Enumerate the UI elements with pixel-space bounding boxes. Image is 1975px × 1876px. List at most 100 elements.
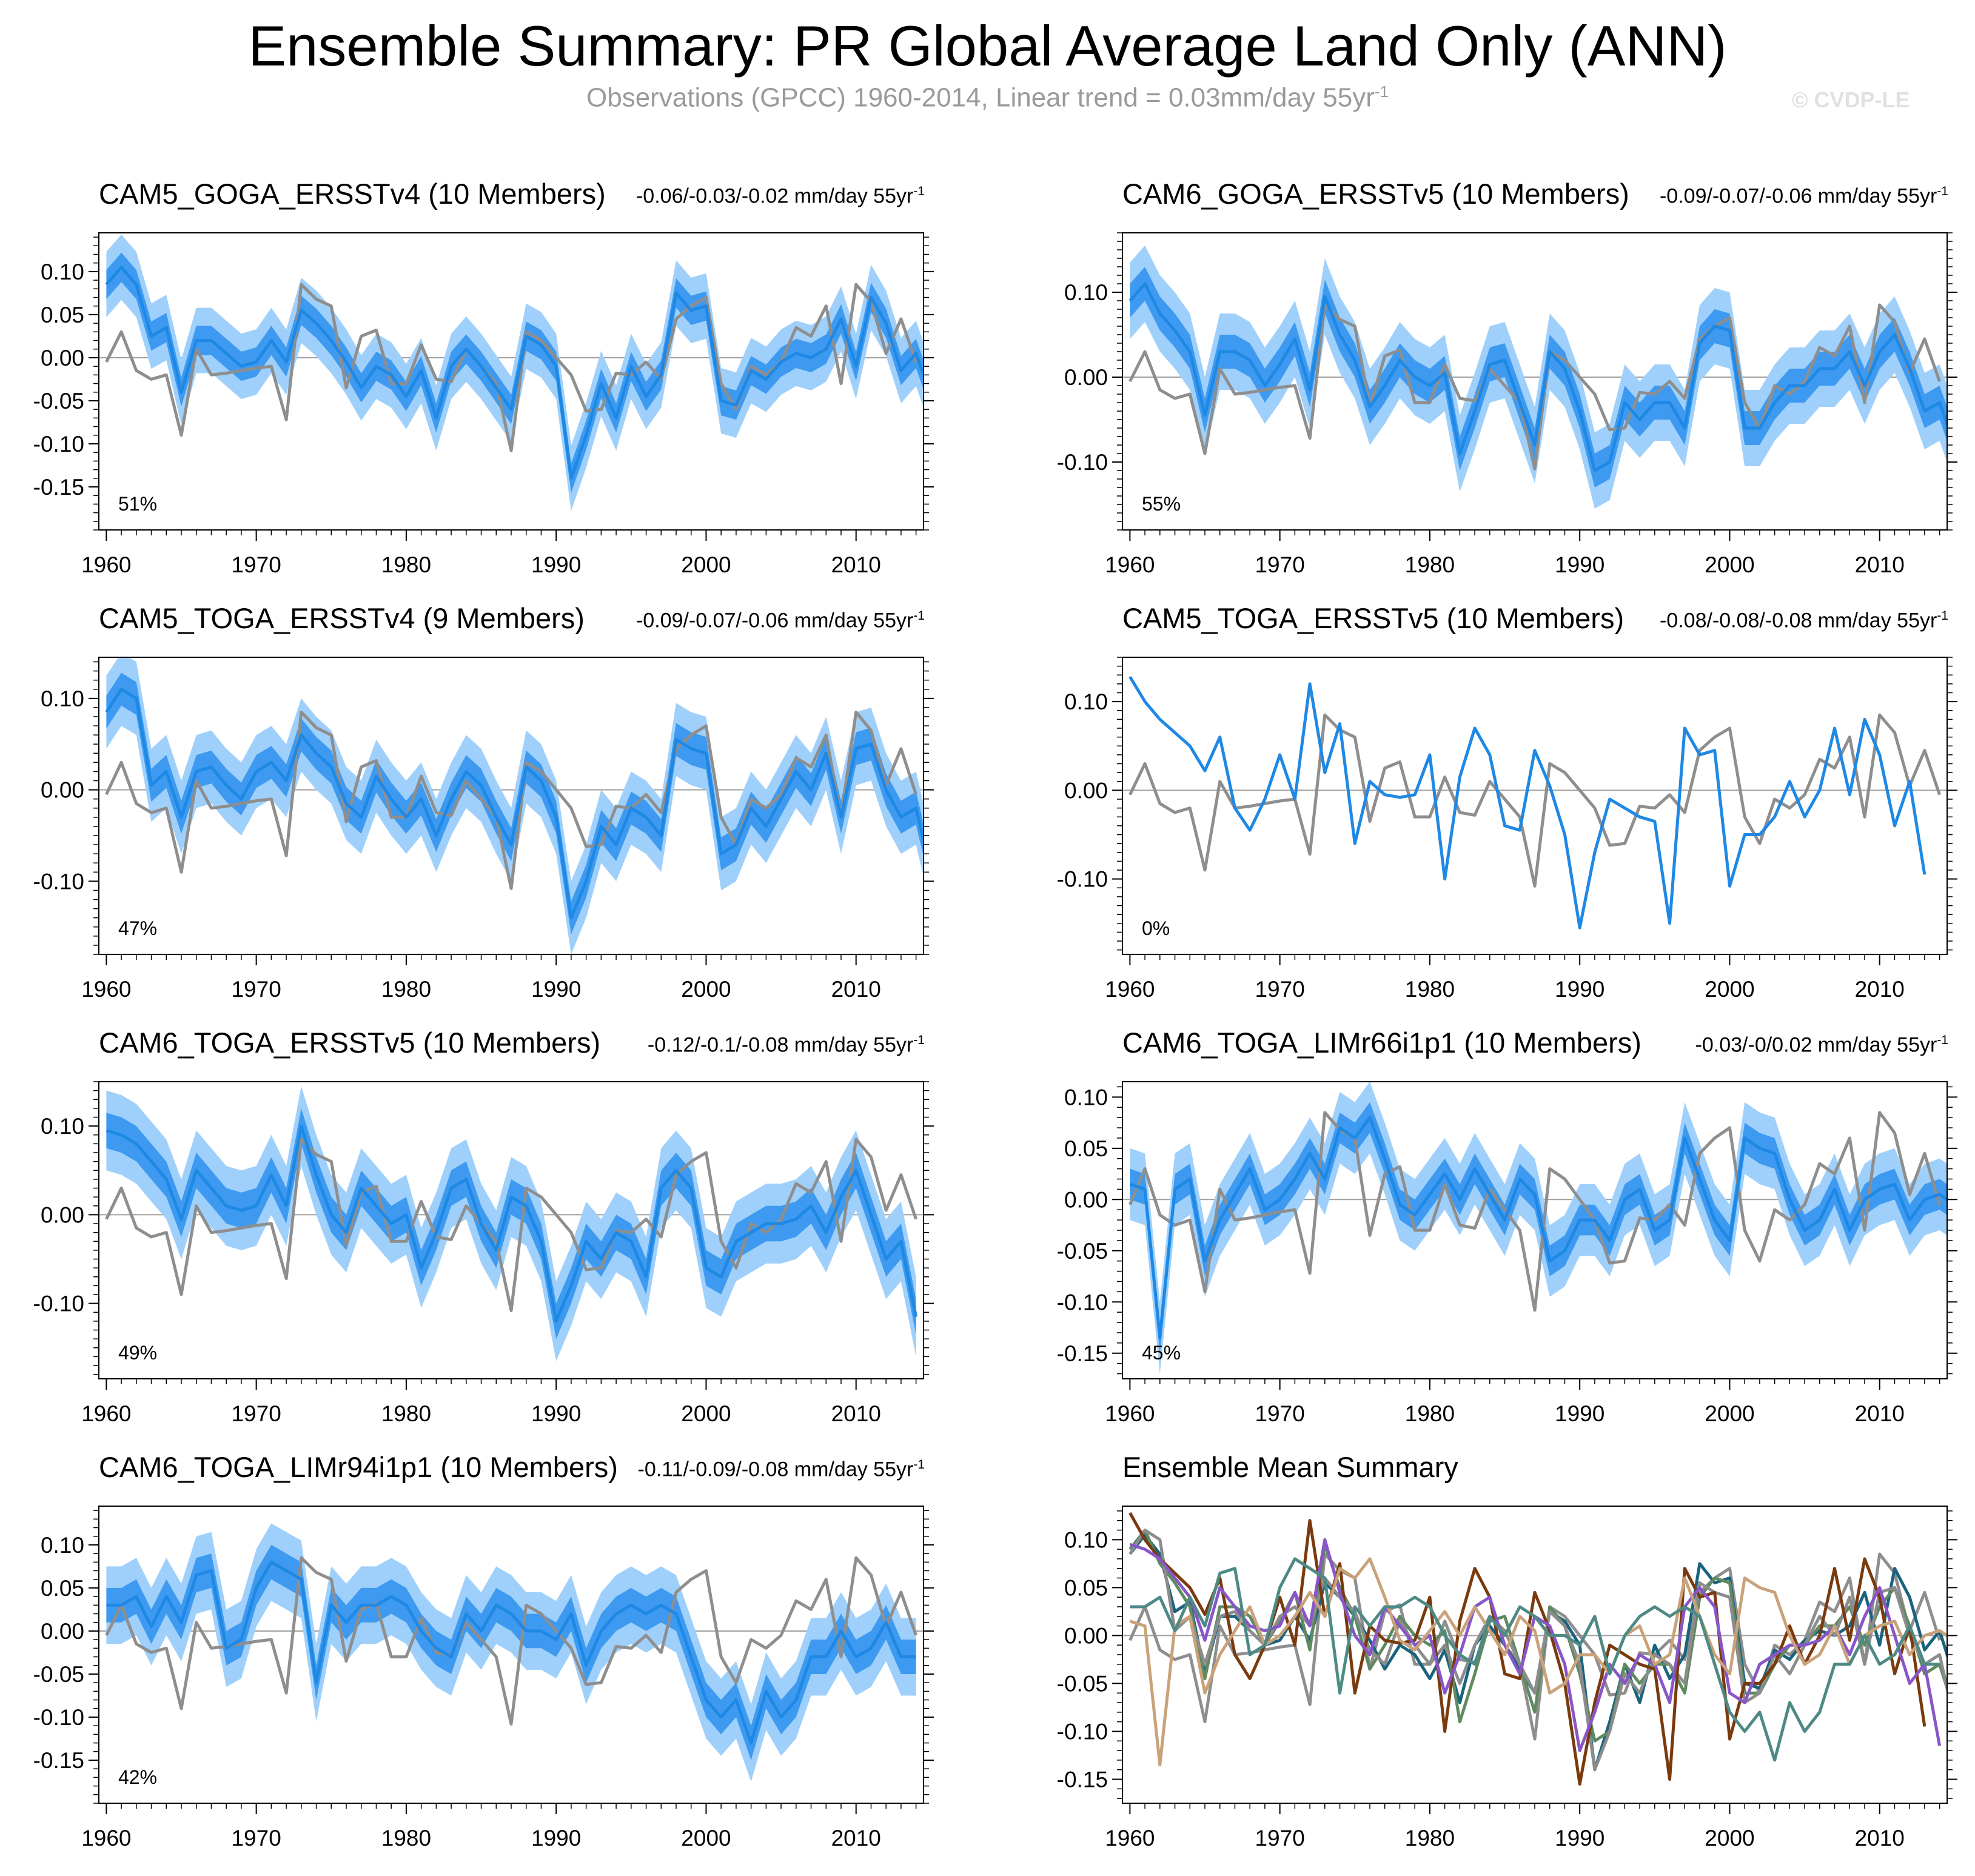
x-tick-label: 1980	[1405, 552, 1455, 577]
panel-4-title: CAM5_TOGA_ERSSTv5 (10 Members)	[1122, 602, 1625, 634]
y-tick-label: 0.10	[41, 1114, 84, 1139]
x-tick-label: 1990	[1555, 1826, 1604, 1851]
x-tick-label: 2000	[1705, 1401, 1754, 1426]
observations-line	[105, 1556, 917, 1726]
y-tick-label: -0.15	[33, 1748, 84, 1773]
panel-1-title: CAM5_GOGA_ERSSTv4 (10 Members)	[99, 178, 606, 210]
x-tick-label: 1970	[1255, 1826, 1304, 1851]
ensemble-range-inner	[106, 672, 924, 934]
panel-8-plot: 0.10 0.05 0.00 -0.05 -0.10 -0.15 1960 1970 1980 1…	[1057, 1506, 1957, 1851]
panel-6-title: CAM6_TOGA_LIMr66i1p1 (10 Members)	[1122, 1027, 1641, 1059]
x-tick-label: 1960	[1105, 977, 1155, 1002]
panel-5-percent: 49%	[118, 1342, 157, 1364]
ensemble-range-inner	[106, 1108, 916, 1339]
y-tick-label: 0.00	[1064, 1187, 1108, 1212]
ensemble-mean-line	[105, 688, 924, 920]
subtitle-exponent: -1	[1374, 82, 1389, 101]
panel-3-plot: 0.10 0.00 -0.10 1960 1970 1980 1990 2000 2010 47%	[33, 657, 934, 1002]
panel-6-trend-text: -0.03/-0/0.02 mm/day 55yr	[1695, 1033, 1937, 1057]
x-tick-label: 1970	[231, 1401, 281, 1426]
panel-8-data	[1122, 1512, 1947, 1786]
y-tick-label: -0.10	[33, 432, 84, 457]
observations-line	[1128, 303, 1941, 471]
ensemble-mean-line	[1128, 282, 1947, 472]
ensemble-mean-line	[1128, 675, 1926, 930]
observations-line	[1128, 713, 1941, 888]
panel-5-trend-text: -0.12/-0.1/-0.08 mm/day 55yr	[647, 1033, 914, 1057]
subtitle-text: Observations (GPCC) 1960-2014, Linear tr…	[586, 82, 1375, 113]
panel-4-trend-text: -0.08/-0.08/-0.08 mm/day 55yr	[1659, 609, 1937, 632]
x-tick-label: 2010	[831, 1401, 881, 1426]
x-tick-label: 2010	[831, 552, 881, 577]
x-tick-label: 2010	[1855, 1401, 1905, 1426]
x-tick-label: 1980	[1405, 1826, 1455, 1851]
y-tick-label: 0.00	[1064, 365, 1108, 390]
panel-6-percent: 45%	[1142, 1342, 1181, 1364]
panel-5-title: CAM6_TOGA_ERSSTv5 (10 Members)	[99, 1027, 601, 1059]
panel-3-trend-exp: -1	[913, 609, 925, 623]
y-tick-label: 0.05	[41, 1576, 84, 1601]
x-tick-label: 1970	[1255, 977, 1304, 1002]
y-tick-label: 0.00	[1064, 1623, 1108, 1648]
y-tick-label: -0.05	[1057, 1671, 1108, 1696]
x-tick-label: 2010	[1855, 1826, 1905, 1851]
y-tick-label: 0.10	[41, 260, 84, 284]
panel-4-trend-exp: -1	[1937, 609, 1948, 623]
x-tick-label: 1980	[1405, 1401, 1455, 1426]
y-tick-label: -0.10	[1057, 1719, 1108, 1744]
panel-3-trend-text: -0.09/-0.07/-0.06 mm/day 55yr	[635, 609, 914, 632]
x-tick-label: 1960	[81, 1401, 131, 1426]
x-tick-label: 2010	[831, 1826, 881, 1851]
panel-1-trend-text: -0.06/-0.03/-0.02 mm/day 55yr	[635, 184, 914, 208]
panel-6-trend: -0.03/-0/0.02 mm/day 55yr-1	[1695, 1033, 1948, 1057]
y-tick-label: 0.05	[41, 303, 84, 327]
x-tick-label: 2000	[681, 1401, 731, 1426]
y-tick-label: -0.10	[33, 1291, 84, 1316]
x-tick-label: 1970	[231, 977, 281, 1002]
panel-5-plot: 0.10 0.00 -0.10 1960 1970 1980 1990 2000 2010 49%	[33, 1081, 934, 1426]
figure-subtitle: Observations (GPCC) 1960-2014, Linear tr…	[0, 82, 1975, 113]
ensemble-mean-line	[106, 1560, 916, 1745]
x-tick-label: 2000	[1705, 977, 1754, 1002]
ensemble-range-inner	[1130, 1102, 1947, 1353]
x-tick-label: 1980	[381, 1826, 431, 1851]
x-tick-label: 2010	[1855, 552, 1905, 577]
panel-3-title: CAM5_TOGA_ERSSTv4 (9 Members)	[99, 602, 585, 634]
y-tick-label: 0.05	[1064, 1136, 1108, 1161]
x-tick-label: 2000	[681, 552, 731, 577]
x-tick-label: 1960	[1105, 1826, 1155, 1851]
y-tick-label: 0.00	[41, 346, 84, 370]
x-tick-label: 1970	[1255, 552, 1304, 577]
y-tick-label: -0.05	[33, 389, 84, 414]
ensemble-range-outer	[106, 234, 924, 511]
panel-6-plot: 0.10 0.05 0.00 -0.05 -0.10 -0.15 1960 1970 1980 1…	[1057, 1081, 1957, 1426]
panel-2-plot: 0.10 0.00 -0.10 1960 1970 1980 1990 2000 2010 55%	[1057, 232, 1957, 577]
summary-series-line-3	[1128, 1529, 1947, 1772]
y-tick-label: 0.00	[41, 1619, 84, 1644]
panel-5-data	[99, 1086, 924, 1361]
panel-1-trend: -0.06/-0.03/-0.02 mm/day 55yr-1	[636, 184, 925, 208]
panel-6-data	[1122, 1082, 1947, 1374]
panel-4-data	[1122, 675, 1947, 930]
y-tick-label: 0.10	[1064, 689, 1108, 714]
summary-series-line-5	[1129, 1538, 1942, 1752]
panel-2-trend-text: -0.09/-0.07/-0.06 mm/day 55yr	[1659, 184, 1937, 208]
x-tick-label: 1980	[1405, 977, 1455, 1002]
x-tick-label: 1990	[531, 552, 581, 577]
x-tick-label: 1960	[81, 977, 131, 1002]
x-tick-label: 1990	[1555, 977, 1604, 1002]
x-tick-label: 1960	[1105, 552, 1155, 577]
x-tick-label: 1970	[1255, 1401, 1304, 1426]
panel-2-trend-exp: -1	[1937, 184, 1948, 198]
x-tick-label: 1970	[231, 1826, 281, 1851]
x-tick-label: 1990	[531, 1826, 581, 1851]
summary-series-line-6	[1129, 1557, 1947, 1767]
ensemble-mean-line	[105, 266, 924, 480]
y-tick-label: -0.10	[1057, 450, 1108, 475]
x-tick-label: 2000	[681, 977, 731, 1002]
panel-6-trend-exp: -1	[1937, 1033, 1948, 1047]
y-tick-label: -0.15	[1057, 1767, 1108, 1792]
panel-7-trend-exp: -1	[913, 1458, 925, 1472]
panel-5-trend-exp: -1	[913, 1033, 925, 1047]
